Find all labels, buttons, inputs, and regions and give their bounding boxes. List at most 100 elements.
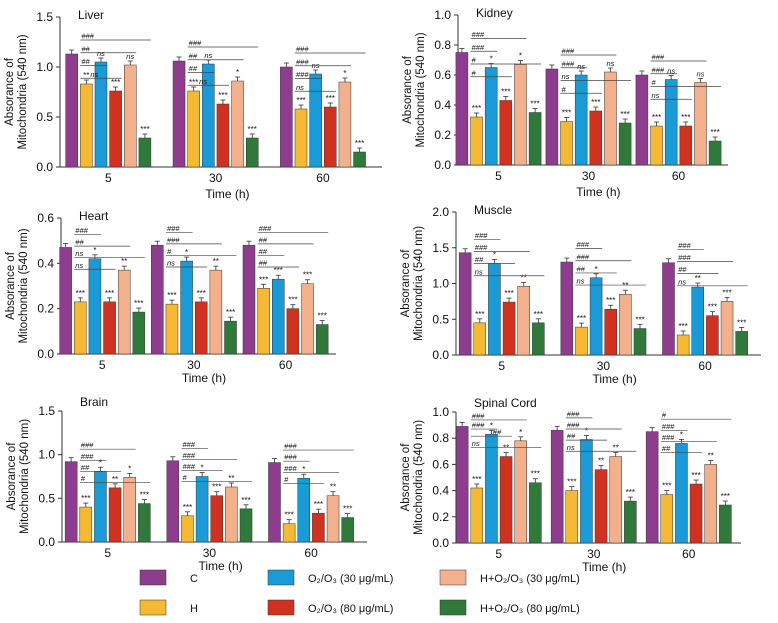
bracket-label: # [662,411,667,420]
y-axis-label-line: Mitochondria (540 nm) [17,34,29,149]
significance-label: *** [284,511,293,520]
bar [151,244,164,355]
bracket-label: ns [199,77,207,86]
bracket-label: ## [259,235,268,244]
bar [74,301,87,355]
bar [719,504,732,544]
y-tick-label: 0.5 [36,110,53,124]
y-axis-label: Absorance ofMitochondria (540 nm) [400,420,425,535]
significance-label: * [201,464,204,473]
y-tick-label: 1.0 [36,60,53,74]
bracket-label: ### [296,70,309,79]
bar [604,308,617,356]
bar [473,322,487,356]
bracket-label: ## [189,64,198,73]
significance-label: *** [259,275,268,284]
x-tick-label: 30 [597,359,611,373]
x-tick-label: 30 [582,169,596,183]
significance-label: ns [696,70,704,79]
significance-label: *** [591,98,600,107]
bracket-label: # [472,56,477,65]
y-tick-label: 1.0 [434,8,451,22]
bar [272,278,285,355]
bracket-label: ### [562,59,575,68]
bar [209,269,223,355]
bar [187,90,200,168]
y-tick-label: 0.5 [38,491,55,505]
bar [210,495,223,543]
bracket-label: ### [472,30,485,39]
bar [353,151,366,168]
chart-title: Heart [79,209,109,223]
bar [635,74,649,166]
x-tick-label: 5 [99,358,106,372]
bar [532,322,545,356]
y-tick-label: 0.2 [37,302,54,316]
bracket-label: ### [662,433,675,442]
bracket-label: ### [189,39,202,48]
significance-label: *** [355,139,364,148]
bracket-label: ### [81,441,94,450]
bracket-label: ### [182,440,195,449]
significance-label: * [519,428,522,437]
bracket-label: ### [576,240,589,249]
chart-panel-brain: 0.0 0.5 1.0 1.5 Brain Absorance ofMitochondri… [6,395,367,573]
significance-label: * [519,52,522,61]
bar [108,487,122,543]
x-axis-label: Time (h) [576,185,620,199]
y-tick-label: 1.0 [38,448,55,462]
bracket-label: ### [475,243,488,252]
bar [165,303,179,355]
y-axis-label-line: Absorance of [4,57,16,126]
bar [80,83,93,168]
significance-label: * [185,248,188,257]
bracket-label: ### [284,442,297,451]
y-axis-label-line: Absorance of [5,251,17,320]
x-tick-label: 60 [279,358,293,372]
bracket-label: ## [567,432,576,441]
y-axis-label-line: Absorance of [402,55,414,124]
bar [589,110,603,166]
x-tick-label: 5 [498,359,505,373]
bar [689,483,703,544]
bracket-label: ### [472,421,485,430]
bar [294,108,308,168]
significance-label: *** [562,109,571,118]
bracket-label: ns [567,443,575,452]
significance-label: *** [472,475,481,484]
bracket-label: ## [576,264,585,273]
bracket-label: ## [81,57,90,66]
bar [312,512,325,543]
y-tick-label: 1.5 [38,404,55,418]
bar [117,269,131,355]
bar [624,500,637,544]
significance-label: *** [314,500,323,509]
bracket-label: ### [652,53,665,62]
bar [239,508,253,543]
bracket-label: # [652,78,657,87]
bar [676,334,690,356]
significance-label: ** [613,444,619,453]
y-tick-label: 0.0 [432,348,449,362]
bar [679,125,693,166]
significance-label: *** [343,505,352,514]
bar [735,331,748,356]
bracket-label: ns [296,83,304,92]
legend-swatch [139,569,167,586]
x-axis-label: Time (h) [592,372,636,386]
y-tick-label: 0.5 [432,312,449,326]
significance-label: ns [667,67,675,76]
y-axis-label: Absorance ofMitochondria (540 nm) [5,228,30,343]
y-tick-label: 1.0 [432,277,449,291]
x-axis-label: Time (h) [582,560,626,574]
bar [297,477,311,543]
significance-label: *** [105,289,114,298]
significance-label: ** [228,474,234,483]
bar [664,79,678,166]
significance-label: *** [218,91,227,100]
bar [691,286,705,356]
bar [216,103,230,168]
bracket-label: ## [81,44,90,53]
significance-label: *** [140,491,149,500]
y-tick-label: 0.4 [434,98,451,112]
